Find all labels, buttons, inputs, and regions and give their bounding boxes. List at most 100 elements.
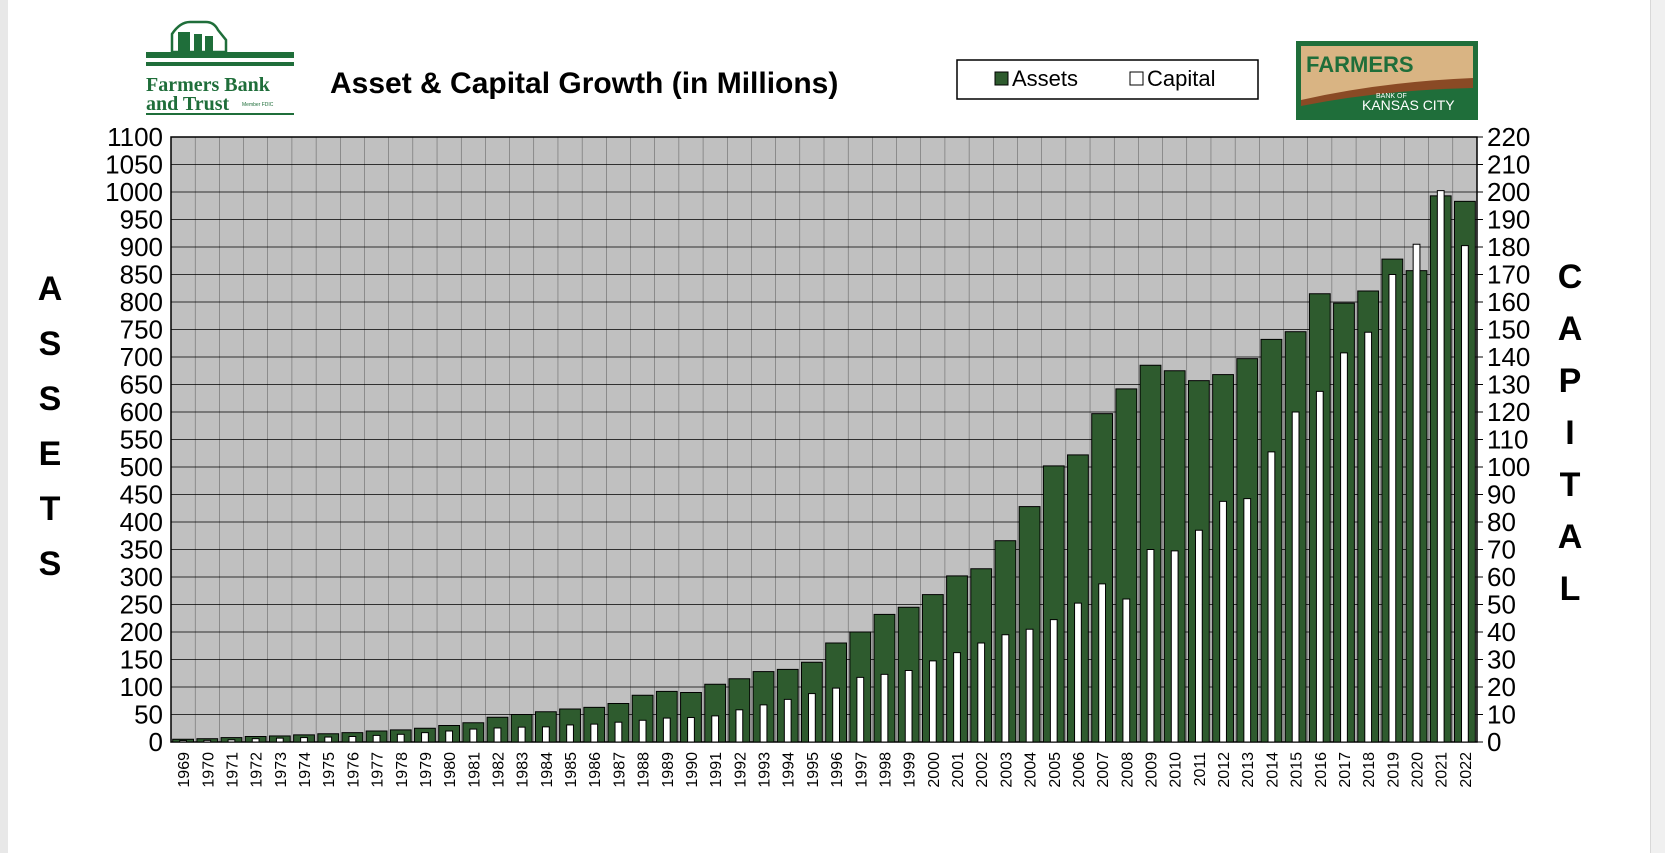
x-tick-label: 2014	[1264, 752, 1281, 788]
x-tick-label: 1983	[515, 752, 532, 788]
y-tick-right: 80	[1487, 507, 1516, 537]
logo-line2: and Trust	[146, 93, 230, 115]
axis-label-letter: S	[39, 325, 62, 363]
legend-label-capital: Capital	[1147, 66, 1215, 91]
axis-label-letter: P	[1559, 362, 1582, 400]
farmers-bank-kansas-city-logo: FARMERS BANK OF KANSAS CITY	[1296, 41, 1478, 120]
axis-label-letter: S	[39, 545, 62, 583]
bar-capital	[1170, 550, 1179, 743]
x-tick-label: 1993	[757, 752, 774, 788]
bar-capital	[396, 733, 405, 743]
bar-capital	[469, 728, 478, 743]
bar-capital	[711, 715, 720, 743]
bar-capital	[493, 727, 502, 743]
bar-capital	[1364, 331, 1373, 743]
x-tick-label: 1990	[684, 752, 701, 788]
window-left-edge	[0, 0, 8, 853]
bar-capital	[1267, 451, 1276, 743]
x-tick-label: 2012	[1216, 752, 1233, 788]
bar-capital	[953, 652, 961, 743]
axis-label-letter: A	[1558, 310, 1583, 348]
axis-label-letter: I	[1565, 414, 1574, 452]
bar-capital	[1412, 243, 1421, 743]
bar-capital	[1436, 190, 1445, 743]
y-tick-left: 950	[120, 205, 163, 235]
y-tick-left: 400	[120, 507, 163, 537]
x-tick-label: 2002	[974, 752, 991, 788]
x-tick-label: 1994	[781, 752, 798, 788]
bar-capital	[1146, 549, 1155, 743]
y-tick-left: 0	[149, 727, 163, 757]
x-tick-label: 1995	[805, 752, 822, 788]
logo-farmers: FARMERS	[1306, 52, 1414, 77]
y-tick-left: 300	[120, 562, 163, 592]
x-tick-label: 1974	[297, 752, 314, 788]
x-tick-label: 2009	[1144, 752, 1161, 788]
farmers-bank-trust-logo: Farmers Bank and Trust Member FDIC	[146, 20, 294, 115]
x-tick-label: 1987	[611, 752, 628, 788]
y-tick-right: 90	[1487, 480, 1516, 510]
y-tick-left: 100	[120, 672, 163, 702]
legend: Assets Capital	[956, 59, 1259, 100]
window-scrollbar[interactable]	[1650, 0, 1665, 853]
axis-label-letter: T	[1560, 466, 1581, 504]
y-tick-right: 10	[1487, 700, 1516, 730]
x-tick-label: 2000	[926, 752, 943, 788]
axis-label-letter: S	[39, 380, 62, 418]
x-tick-label: 1996	[829, 752, 846, 788]
bar-capital	[566, 724, 574, 743]
x-tick-label: 2003	[998, 752, 1015, 788]
y-tick-left: 550	[120, 425, 163, 455]
bar-capital	[1025, 628, 1034, 743]
axes: 0501001502002503003504004505005506006507…	[105, 122, 1530, 788]
bar-capital	[759, 704, 768, 743]
legend-label-assets: Assets	[1012, 66, 1078, 91]
y-tick-left: 800	[120, 287, 163, 317]
x-tick-label: 1986	[587, 752, 604, 788]
x-tick-label: 1973	[273, 752, 290, 788]
y-tick-right: 0	[1487, 727, 1501, 757]
bar-capital	[1291, 411, 1300, 743]
y-tick-right: 190	[1487, 205, 1530, 235]
legend-swatch-capital	[1129, 71, 1144, 86]
y-tick-right: 110	[1487, 425, 1528, 455]
bar-capital	[856, 676, 865, 743]
y-tick-right: 100	[1487, 452, 1530, 482]
bar-capital	[590, 723, 599, 743]
x-tick-label: 1972	[249, 752, 266, 788]
y-tick-left: 700	[120, 342, 163, 372]
bar-capital	[977, 642, 986, 743]
y-tick-right: 70	[1487, 535, 1516, 565]
x-tick-label: 1997	[853, 752, 870, 788]
bar-capital	[1461, 245, 1469, 743]
x-tick-label: 1989	[660, 752, 677, 788]
bar-capital	[1388, 274, 1397, 743]
y-tick-left: 600	[120, 397, 163, 427]
bar-capital	[687, 717, 695, 743]
bar-capital	[1194, 529, 1203, 743]
x-tick-label: 2021	[1434, 752, 1451, 788]
x-tick-label: 1992	[732, 752, 749, 788]
x-tick-label: 1982	[491, 752, 508, 788]
bar-capital	[1243, 498, 1252, 743]
bars	[172, 190, 1476, 743]
bar-capital	[880, 673, 889, 743]
x-tick-label: 1975	[321, 752, 338, 788]
bar-capital	[808, 693, 816, 743]
y-tick-left: 350	[120, 535, 163, 565]
x-tick-label: 1979	[418, 752, 435, 788]
x-tick-label: 2016	[1313, 752, 1330, 788]
bar-capital	[1219, 500, 1227, 743]
x-tick-label: 1970	[200, 752, 217, 788]
x-tick-label: 2013	[1240, 752, 1257, 788]
y-tick-left: 1100	[107, 122, 163, 152]
y-tick-left: 750	[120, 315, 163, 345]
bar-capital	[517, 726, 526, 743]
axis-label-letter: C	[1558, 258, 1583, 296]
x-tick-label: 2001	[950, 752, 967, 788]
y-tick-left: 200	[120, 617, 163, 647]
y-tick-left: 1000	[105, 177, 163, 207]
y-tick-left: 150	[120, 645, 163, 675]
